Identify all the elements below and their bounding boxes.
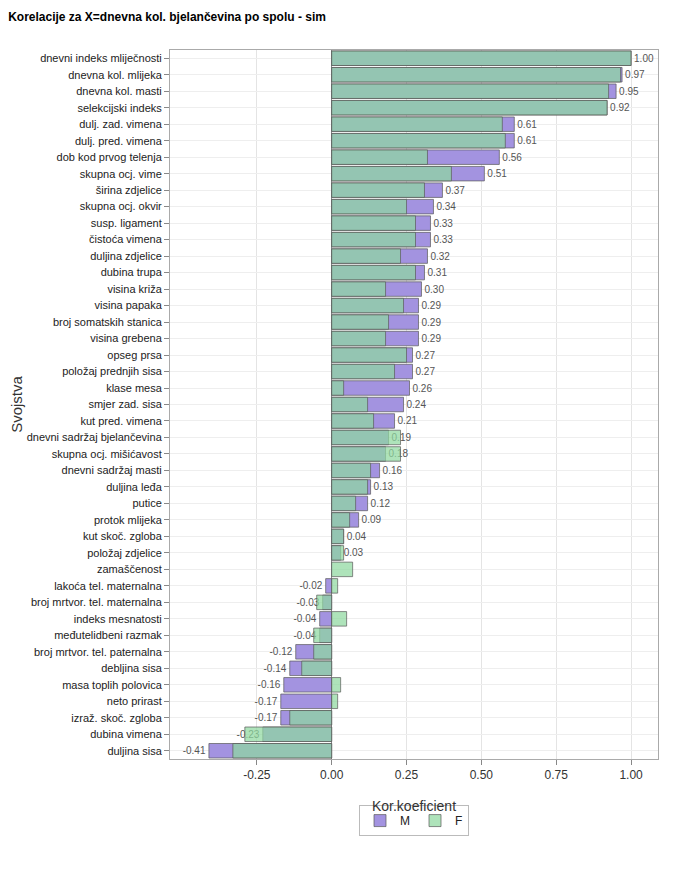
svg-text:0.56: 0.56 [502, 152, 522, 163]
svg-text:-0.12: -0.12 [270, 646, 293, 657]
svg-text:dob kod prvog telenja: dob kod prvog telenja [57, 151, 163, 163]
svg-text:0.75: 0.75 [545, 768, 569, 782]
svg-text:-0.23: -0.23 [237, 729, 260, 740]
svg-text:0.21: 0.21 [398, 415, 418, 426]
svg-text:Korelacije za X=dnevna kol. bj: Korelacije za X=dnevna kol. bjelančevina… [8, 10, 326, 24]
svg-text:0.33: 0.33 [433, 218, 453, 229]
svg-text:-0.14: -0.14 [264, 663, 287, 674]
svg-text:0.34: 0.34 [436, 201, 456, 212]
svg-text:-0.03: -0.03 [296, 597, 319, 608]
svg-text:dnevni sadržaj masti: dnevni sadržaj masti [62, 464, 162, 476]
svg-text:susp. ligament: susp. ligament [91, 217, 162, 229]
svg-text:0.37: 0.37 [445, 185, 465, 196]
svg-text:0.97: 0.97 [625, 69, 645, 80]
svg-text:0.30: 0.30 [424, 284, 444, 295]
svg-text:položaj zdjelice: položaj zdjelice [87, 547, 162, 559]
svg-text:0.50: 0.50 [470, 768, 494, 782]
svg-text:-0.04: -0.04 [293, 630, 316, 641]
svg-text:0.13: 0.13 [374, 481, 394, 492]
svg-text:0.92: 0.92 [610, 102, 630, 113]
svg-text:0.24: 0.24 [407, 399, 427, 410]
svg-text:0.16: 0.16 [383, 465, 403, 476]
svg-text:visina grebena: visina grebena [90, 332, 162, 344]
svg-text:kut pred. vimena: kut pred. vimena [80, 415, 162, 427]
svg-text:0.31: 0.31 [427, 267, 447, 278]
svg-text:dnevna kol. mlijeka: dnevna kol. mlijeka [68, 69, 162, 81]
svg-text:0.29: 0.29 [421, 317, 441, 328]
svg-text:0.95: 0.95 [619, 86, 639, 97]
svg-text:0.12: 0.12 [371, 498, 391, 509]
svg-text:F: F [455, 814, 462, 828]
svg-text:Kor.koeficient: Kor.koeficient [372, 798, 456, 814]
svg-text:0.03: 0.03 [344, 547, 364, 558]
svg-text:debljina sisa: debljina sisa [101, 662, 162, 674]
svg-text:M: M [400, 814, 410, 828]
svg-text:dulj. zad. vimena: dulj. zad. vimena [79, 118, 162, 130]
svg-text:0.29: 0.29 [421, 333, 441, 344]
svg-text:masa toplih polovica: masa toplih polovica [62, 679, 163, 691]
svg-text:0.29: 0.29 [421, 300, 441, 311]
svg-text:0.18: 0.18 [389, 448, 409, 459]
svg-text:-0.17: -0.17 [255, 712, 278, 723]
svg-text:broj mrtvor. tel. paternalna: broj mrtvor. tel. paternalna [34, 646, 163, 658]
svg-text:visina papaka: visina papaka [95, 299, 163, 311]
svg-text:dnevna kol. masti: dnevna kol. masti [76, 85, 162, 97]
svg-text:0.26: 0.26 [413, 383, 433, 394]
svg-text:1.00: 1.00 [619, 768, 643, 782]
svg-text:-0.41: -0.41 [183, 745, 206, 756]
svg-text:0.33: 0.33 [433, 234, 453, 245]
svg-text:skupna ocj. mišićavost: skupna ocj. mišićavost [52, 448, 162, 460]
svg-text:izraž. skoč. zgloba: izraž. skoč. zgloba [71, 712, 162, 724]
svg-text:međutelidbeni razmak: međutelidbeni razmak [54, 629, 162, 641]
svg-text:protok mlijeka: protok mlijeka [94, 514, 163, 526]
svg-text:skupna ocj. vime: skupna ocj. vime [80, 168, 162, 180]
svg-text:smjer zad. sisa: smjer zad. sisa [88, 398, 162, 410]
svg-text:klase mesa: klase mesa [106, 382, 163, 394]
svg-text:skupna ocj. okvir: skupna ocj. okvir [80, 200, 162, 212]
svg-text:selekcijski indeks: selekcijski indeks [77, 102, 162, 114]
svg-text:čistoća vimena: čistoća vimena [89, 233, 163, 245]
svg-text:0.19: 0.19 [392, 432, 412, 443]
svg-text:visina križa: visina križa [107, 283, 162, 295]
svg-text:kut skoč. zgloba: kut skoč. zgloba [83, 530, 163, 542]
svg-text:0.00: 0.00 [320, 768, 344, 782]
svg-text:položaj prednjih sisa: položaj prednjih sisa [62, 365, 163, 377]
svg-text:duljina leđa: duljina leđa [106, 481, 163, 493]
svg-text:-0.25: -0.25 [243, 768, 271, 782]
svg-text:putice: putice [132, 497, 161, 509]
svg-text:0.27: 0.27 [416, 350, 436, 361]
svg-text:opseg prsa: opseg prsa [107, 349, 162, 361]
svg-text:lakoća tel. maternalna: lakoća tel. maternalna [54, 580, 162, 592]
svg-text:duljina zdjelice: duljina zdjelice [90, 250, 162, 262]
svg-text:0.25: 0.25 [395, 768, 419, 782]
svg-text:Svojstva: Svojstva [8, 376, 25, 433]
svg-text:1.00: 1.00 [634, 53, 654, 64]
svg-text:indeks mesnatosti: indeks mesnatosti [74, 613, 162, 625]
svg-text:0.51: 0.51 [487, 168, 507, 179]
svg-text:dulj. pred. vimena: dulj. pred. vimena [75, 135, 163, 147]
svg-text:0.61: 0.61 [517, 119, 537, 130]
svg-text:0.61: 0.61 [517, 135, 537, 146]
svg-text:dubina trupa: dubina trupa [101, 266, 163, 278]
svg-text:neto prirast: neto prirast [107, 695, 162, 707]
svg-text:zamaščenost: zamaščenost [97, 563, 162, 575]
svg-text:0.09: 0.09 [362, 514, 382, 525]
svg-text:0.04: 0.04 [347, 531, 367, 542]
svg-text:-0.02: -0.02 [299, 580, 322, 591]
svg-text:broj mrtvor. tel. maternalna: broj mrtvor. tel. maternalna [31, 596, 163, 608]
svg-text:-0.04: -0.04 [293, 613, 316, 624]
svg-text:duljina sisa: duljina sisa [107, 745, 162, 757]
svg-text:-0.17: -0.17 [255, 696, 278, 707]
svg-text:širina zdjelice: širina zdjelice [96, 184, 162, 196]
svg-text:0.32: 0.32 [430, 251, 450, 262]
svg-text:0.27: 0.27 [416, 366, 436, 377]
svg-text:dnevni indeks mliječnosti: dnevni indeks mliječnosti [40, 52, 162, 64]
svg-text:dubina vimena: dubina vimena [90, 728, 162, 740]
svg-text:-0.16: -0.16 [258, 679, 281, 690]
svg-text:broj somatskih stanica: broj somatskih stanica [53, 316, 163, 328]
svg-text:dnevni sadržaj bjelančevina: dnevni sadržaj bjelančevina [27, 431, 163, 443]
